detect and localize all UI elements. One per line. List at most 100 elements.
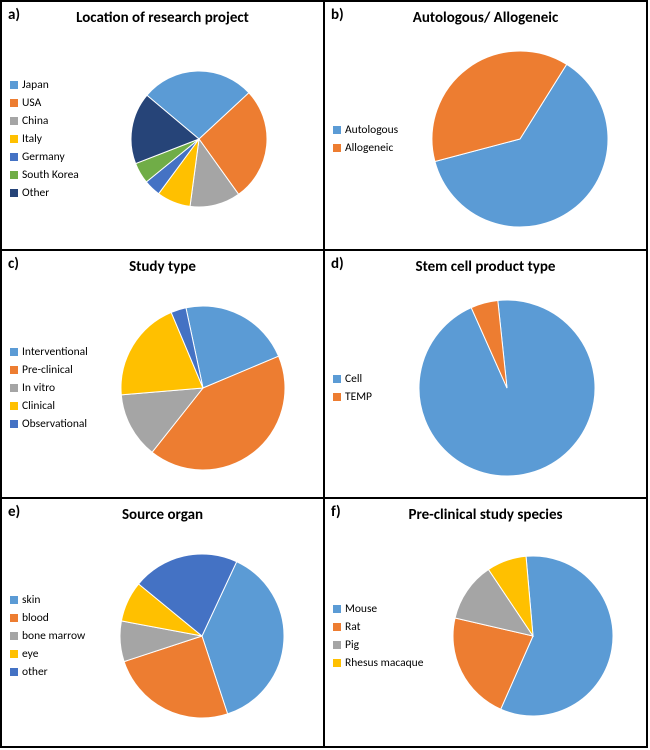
legend-text: Allogeneic	[345, 141, 393, 155]
legend-text: Germany	[22, 150, 65, 164]
legend-text: Other	[22, 186, 49, 200]
panel-e-title: Source organ	[30, 507, 295, 524]
legend-text: Clinical	[22, 399, 55, 413]
legend-text: other	[22, 665, 48, 679]
legend-swatch	[333, 375, 341, 383]
panel-f: f) Pre-clinical study species Mouse Rat …	[324, 498, 647, 747]
legend-text: skin	[22, 593, 40, 607]
panel-b-label: b)	[331, 6, 344, 24]
legend-item: Germany	[10, 150, 79, 164]
legend-swatch	[10, 171, 18, 179]
panel-d-pie	[417, 298, 597, 478]
panel-f-legend: Mouse Rat Pig Rhesus macaque	[333, 602, 423, 670]
panel-d-label: d)	[331, 255, 344, 273]
panel-b-pie	[430, 49, 610, 229]
legend-item: In vitro	[10, 381, 88, 395]
panel-c-label: c)	[8, 255, 19, 273]
legend-item: Italy	[10, 132, 79, 146]
legend-text: Rhesus macaque	[345, 656, 423, 670]
legend-swatch	[10, 81, 18, 89]
legend-item: Rhesus macaque	[333, 656, 423, 670]
panel-c: c) Study type Interventional Pre-clinica…	[1, 250, 324, 499]
legend-swatch	[333, 623, 341, 631]
panel-d-title: Stem cell product type	[353, 259, 618, 276]
legend-text: Mouse	[345, 602, 377, 616]
legend-swatch	[10, 614, 18, 622]
panel-b: b) Autologous/ Allogeneic Autologous All…	[324, 1, 647, 250]
legend-item: TEMP	[333, 390, 372, 404]
panel-c-title: Study type	[30, 259, 295, 276]
legend-text: South Korea	[22, 168, 79, 182]
legend-item: other	[10, 665, 85, 679]
chart-grid: a) Location of research project Japan US…	[0, 0, 648, 748]
legend-item: Observational	[10, 417, 88, 431]
legend-item: Cell	[333, 372, 372, 386]
panel-e-legend: skin blood bone marrow eye other	[10, 593, 85, 679]
panel-a-legend: Japan USA China Italy Germany South Kore…	[10, 78, 79, 200]
legend-text: Pig	[345, 638, 359, 652]
legend-text: blood	[22, 611, 49, 625]
legend-item: eye	[10, 647, 85, 661]
legend-item: Pig	[333, 638, 423, 652]
legend-swatch	[10, 99, 18, 107]
panel-f-pie	[451, 554, 615, 718]
panel-e-label: e)	[8, 503, 20, 521]
legend-swatch	[333, 659, 341, 667]
legend-swatch	[10, 153, 18, 161]
legend-item: China	[10, 114, 79, 128]
legend-swatch	[10, 348, 18, 356]
panel-b-title: Autologous/ Allogeneic	[353, 10, 618, 27]
legend-swatch	[10, 650, 18, 658]
panel-a: a) Location of research project Japan US…	[1, 1, 324, 250]
legend-item: blood	[10, 611, 85, 625]
legend-swatch	[10, 420, 18, 428]
legend-swatch	[10, 402, 18, 410]
legend-text: Interventional	[22, 345, 88, 359]
panel-b-legend: Autologous Allogeneic	[333, 123, 398, 155]
panel-a-pie	[129, 69, 269, 209]
panel-d-legend: Cell TEMP	[333, 372, 372, 404]
panel-e: e) Source organ skin blood bone marrow e…	[1, 498, 324, 747]
legend-item: Pre-clinical	[10, 363, 88, 377]
panel-f-title: Pre-clinical study species	[353, 507, 618, 524]
legend-text: Japan	[22, 78, 49, 92]
legend-text: Observational	[22, 417, 87, 431]
legend-item: Japan	[10, 78, 79, 92]
panel-c-legend: Interventional Pre-clinical In vitro Cli…	[10, 345, 88, 431]
legend-swatch	[10, 596, 18, 604]
legend-item: Autologous	[333, 123, 398, 137]
legend-item: Clinical	[10, 399, 88, 413]
legend-swatch	[333, 605, 341, 613]
legend-text: Italy	[22, 132, 42, 146]
legend-item: Rat	[333, 620, 423, 634]
legend-text: In vitro	[22, 381, 55, 395]
legend-item: Mouse	[333, 602, 423, 616]
legend-text: Pre-clinical	[22, 363, 73, 377]
legend-item: Other	[10, 186, 79, 200]
legend-swatch	[333, 144, 341, 152]
legend-item: bone marrow	[10, 629, 85, 643]
legend-swatch	[333, 393, 341, 401]
legend-text: bone marrow	[22, 629, 85, 643]
legend-swatch	[10, 366, 18, 374]
legend-item: Interventional	[10, 345, 88, 359]
legend-swatch	[10, 632, 18, 640]
legend-swatch	[10, 117, 18, 125]
legend-text: Rat	[345, 620, 361, 634]
legend-text: Cell	[345, 372, 362, 386]
legend-text: eye	[22, 647, 38, 661]
legend-swatch	[10, 135, 18, 143]
legend-item: skin	[10, 593, 85, 607]
legend-swatch	[333, 641, 341, 649]
legend-swatch	[333, 126, 341, 134]
panel-d: d) Stem cell product type Cell TEMP	[324, 250, 647, 499]
panel-a-title: Location of research project	[30, 10, 295, 27]
legend-item: South Korea	[10, 168, 79, 182]
panel-f-label: f)	[331, 503, 341, 521]
legend-item: USA	[10, 96, 79, 110]
panel-a-label: a)	[8, 6, 20, 24]
legend-text: Autologous	[345, 123, 398, 137]
legend-swatch	[10, 189, 18, 197]
legend-text: TEMP	[345, 390, 372, 404]
legend-item: Allogeneic	[333, 141, 398, 155]
